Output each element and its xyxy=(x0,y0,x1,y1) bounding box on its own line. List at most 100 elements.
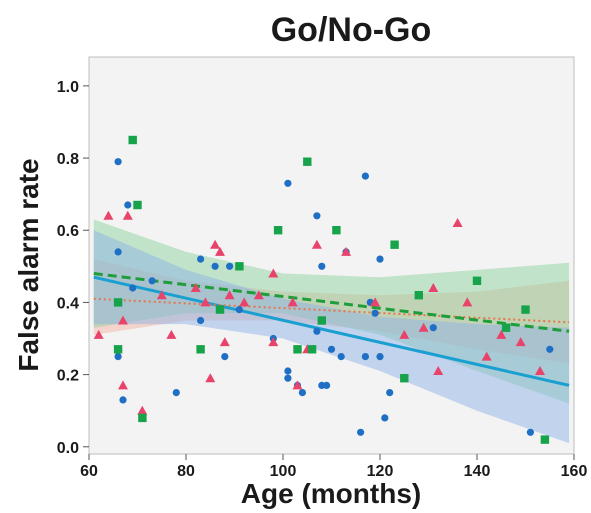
red-triangle-point xyxy=(462,297,473,307)
blue-circle-point xyxy=(129,284,137,292)
green-square-point xyxy=(138,413,147,423)
blue-circle-point xyxy=(376,353,384,361)
green-square-point xyxy=(303,157,312,166)
red-triangle-point xyxy=(137,405,148,415)
blue-circle-point xyxy=(298,389,306,397)
red-triangle-point xyxy=(205,373,216,383)
green-square-point xyxy=(390,240,399,249)
red-triangle-point xyxy=(122,210,133,220)
red-triangle-point xyxy=(292,380,303,390)
y-tick-label: 0.2 xyxy=(57,368,79,385)
blue-circle-point xyxy=(114,248,122,256)
blue-circle-point xyxy=(327,345,336,353)
red-triangle-point xyxy=(268,337,279,347)
red-triangle-point xyxy=(93,329,104,339)
blue-circle-point xyxy=(318,262,326,270)
green-square-point xyxy=(215,305,225,314)
green-square-point xyxy=(293,345,302,354)
red-triangle-point xyxy=(428,283,439,292)
blue-circle-point xyxy=(284,367,292,375)
red-triangle-point xyxy=(433,366,444,375)
green-square-point xyxy=(400,374,409,383)
green-square-point xyxy=(307,345,317,354)
red-triangle-point xyxy=(118,315,128,325)
red-triangle-point xyxy=(118,380,128,390)
x-tick-label: 140 xyxy=(464,463,491,480)
x-axis-label: Age (months) xyxy=(241,478,421,509)
red-triangle-point xyxy=(103,210,114,220)
fit-lines xyxy=(93,272,570,387)
green-square-point xyxy=(113,345,123,354)
blue-circle-point xyxy=(381,414,389,422)
blue-circle-point xyxy=(221,353,229,361)
blue-circle-point xyxy=(197,316,205,325)
fit-line-green xyxy=(93,272,570,333)
red-triangle-point xyxy=(370,297,381,307)
red-triangle-point xyxy=(515,337,526,347)
green-square-point xyxy=(273,226,283,235)
x-axis: 60 80 100 120 140 160 xyxy=(80,454,587,480)
red-triangle-point xyxy=(418,322,429,332)
green-square-point xyxy=(472,276,482,285)
red-triangle-point xyxy=(224,290,235,300)
x-tick-label: 120 xyxy=(367,463,394,480)
red-triangle-point xyxy=(452,218,463,227)
green-square-point xyxy=(332,226,341,235)
fit-line-blue xyxy=(93,275,570,387)
blue-circle-point xyxy=(361,353,369,361)
red-triangle-point xyxy=(341,246,352,256)
red-triangle-point xyxy=(239,297,250,307)
green-square-point xyxy=(235,262,244,271)
blue-circle-point xyxy=(313,327,321,335)
blue-circle-point xyxy=(226,262,234,270)
blue-circle-point xyxy=(211,262,219,270)
red-triangle-point xyxy=(481,351,492,361)
blue-circle-point xyxy=(323,381,331,389)
blue-circle-point xyxy=(148,277,156,285)
blue-circle-point xyxy=(386,389,394,397)
blue-circle-point xyxy=(119,396,127,404)
red-triangle-point xyxy=(200,297,211,307)
green-square-point xyxy=(501,323,511,332)
y-axis: 0.0 0.2 0.4 0.6 0.8 1.0 xyxy=(57,79,89,457)
blue-circle-point xyxy=(371,309,379,317)
chart-title: Go/No-Go xyxy=(271,11,432,49)
blue-circle-point xyxy=(526,428,535,436)
y-tick-label: 0.8 xyxy=(57,151,79,168)
y-tick-label: 0.4 xyxy=(57,295,79,312)
y-tick-label: 1.0 xyxy=(57,79,79,96)
green-square-point xyxy=(521,305,530,314)
green-square-point xyxy=(317,316,326,325)
confidence-band-blue xyxy=(93,230,570,444)
x-tick-label: 60 xyxy=(80,463,98,480)
blue-circle-point xyxy=(114,158,122,166)
red-triangle-point xyxy=(535,366,545,375)
green-square-point xyxy=(113,298,123,307)
red-triangle-point xyxy=(166,329,177,339)
blue-circle-point xyxy=(124,201,132,209)
blue-circle-point xyxy=(114,353,122,361)
red-triangle-point xyxy=(287,297,298,307)
red-triangle-point xyxy=(399,329,410,339)
blue-circle-point xyxy=(357,428,365,436)
blue-circle-point xyxy=(172,389,180,397)
red-triangle-point xyxy=(496,329,507,339)
red-triangle-point xyxy=(215,246,225,256)
blue-circle-point xyxy=(429,324,437,332)
blue-circle-point xyxy=(284,179,292,187)
blue-circle-point xyxy=(546,345,554,353)
x-tick-label: 80 xyxy=(177,463,195,480)
green-square-point xyxy=(128,135,137,145)
blue-circle-point xyxy=(337,353,345,361)
red-triangle-point xyxy=(268,268,279,278)
blue-circle-point xyxy=(284,374,292,382)
x-tick-label: 160 xyxy=(561,463,588,480)
blue-circle-point xyxy=(361,172,369,180)
red-triangle-point xyxy=(219,337,230,347)
x-tick-label: 100 xyxy=(270,463,297,480)
y-tick-label: 0.0 xyxy=(57,440,79,457)
y-axis-label: False alarm rate xyxy=(13,158,44,371)
red-triangle-point xyxy=(253,290,264,300)
red-triangle-point xyxy=(311,239,322,249)
